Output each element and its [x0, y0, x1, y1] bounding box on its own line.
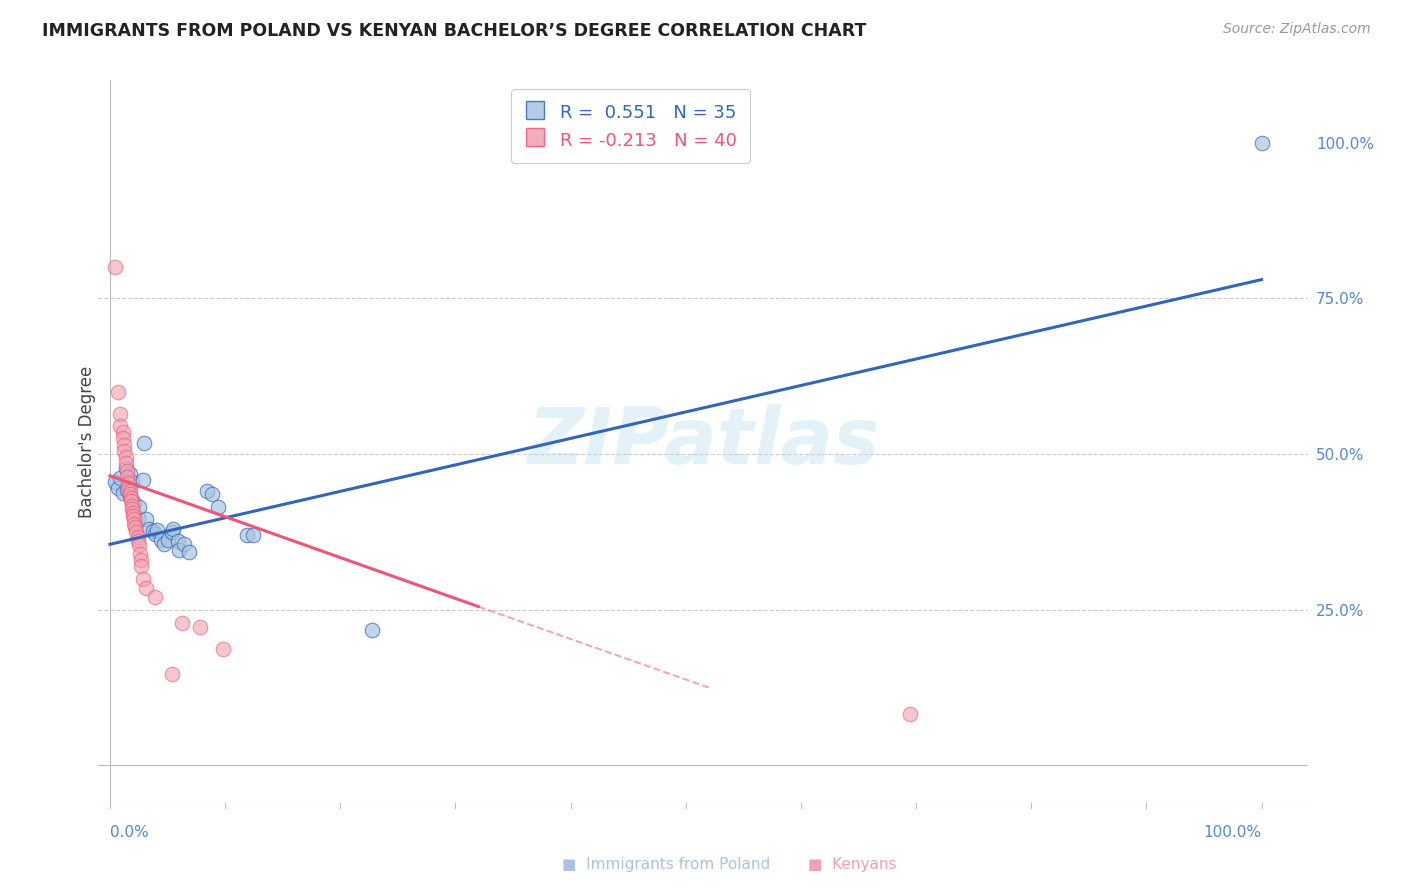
Point — [115, 456, 138, 470]
Point — [111, 425, 134, 440]
Point — [129, 559, 152, 574]
Point — [156, 533, 179, 547]
Legend: R =  0.551   N = 35, R = -0.213   N = 40: R = 0.551 N = 35, R = -0.213 N = 40 — [512, 89, 749, 162]
Point — [117, 475, 139, 490]
Point — [135, 512, 157, 526]
Point — [112, 443, 135, 458]
Point — [146, 523, 169, 537]
Point — [195, 484, 218, 499]
Point — [115, 470, 138, 484]
Point — [115, 465, 138, 479]
Point — [160, 666, 183, 681]
Point — [118, 467, 141, 481]
Point — [201, 487, 224, 501]
Point — [153, 537, 176, 551]
Point — [361, 623, 384, 637]
Point — [143, 591, 166, 605]
Point — [122, 509, 145, 524]
Text: IMMIGRANTS FROM POLAND VS KENYAN BACHELOR’S DEGREE CORRELATION CHART: IMMIGRANTS FROM POLAND VS KENYAN BACHELO… — [42, 22, 866, 40]
Point — [132, 473, 155, 487]
Point — [138, 522, 160, 536]
Point — [127, 534, 149, 549]
Point — [172, 616, 194, 631]
Point — [121, 500, 143, 514]
Point — [1250, 136, 1272, 150]
Point — [125, 524, 148, 539]
Point — [135, 581, 157, 595]
Point — [160, 525, 183, 540]
Point — [149, 533, 172, 547]
Point — [128, 538, 150, 552]
Point — [207, 500, 229, 514]
Point — [236, 528, 259, 542]
Point — [134, 435, 156, 450]
Point — [129, 553, 152, 567]
Point — [143, 526, 166, 541]
Point — [117, 481, 139, 495]
Point — [128, 500, 150, 514]
Point — [173, 537, 195, 551]
Point — [115, 483, 138, 497]
Point — [122, 512, 145, 526]
Point — [103, 260, 125, 274]
Text: 100.0%: 100.0% — [1204, 824, 1261, 839]
Point — [128, 547, 150, 561]
Point — [122, 495, 145, 509]
Text: ZIPatlas: ZIPatlas — [527, 403, 879, 480]
Point — [167, 542, 190, 557]
Point — [121, 475, 143, 489]
Text: 0.0%: 0.0% — [110, 824, 149, 839]
Point — [162, 522, 184, 536]
Point — [118, 489, 141, 503]
Point — [120, 493, 142, 508]
Point — [179, 545, 201, 559]
Point — [111, 485, 134, 500]
Point — [112, 437, 135, 451]
Point — [110, 407, 132, 421]
Point — [122, 517, 145, 532]
Point — [107, 481, 129, 495]
Point — [115, 450, 138, 464]
Point — [211, 642, 233, 657]
Text: ■  Immigrants from Poland: ■ Immigrants from Poland — [562, 857, 770, 872]
Point — [111, 432, 134, 446]
Point — [141, 524, 163, 539]
Point — [118, 484, 141, 499]
Point — [107, 384, 129, 399]
Point — [121, 502, 143, 516]
Point — [188, 619, 211, 633]
Point — [167, 534, 190, 549]
Point — [122, 506, 145, 520]
Point — [110, 470, 132, 484]
Point — [118, 487, 141, 501]
Point — [115, 460, 138, 475]
Point — [132, 572, 155, 586]
Point — [103, 475, 125, 489]
Point — [127, 531, 149, 545]
Point — [242, 528, 264, 542]
Point — [127, 510, 149, 524]
Y-axis label: Bachelor's Degree: Bachelor's Degree — [79, 366, 96, 517]
Point — [898, 707, 921, 722]
Point — [124, 520, 146, 534]
Point — [120, 491, 142, 505]
Text: ■  Kenyans: ■ Kenyans — [808, 857, 897, 872]
Text: Source: ZipAtlas.com: Source: ZipAtlas.com — [1223, 22, 1371, 37]
Point — [110, 419, 132, 434]
